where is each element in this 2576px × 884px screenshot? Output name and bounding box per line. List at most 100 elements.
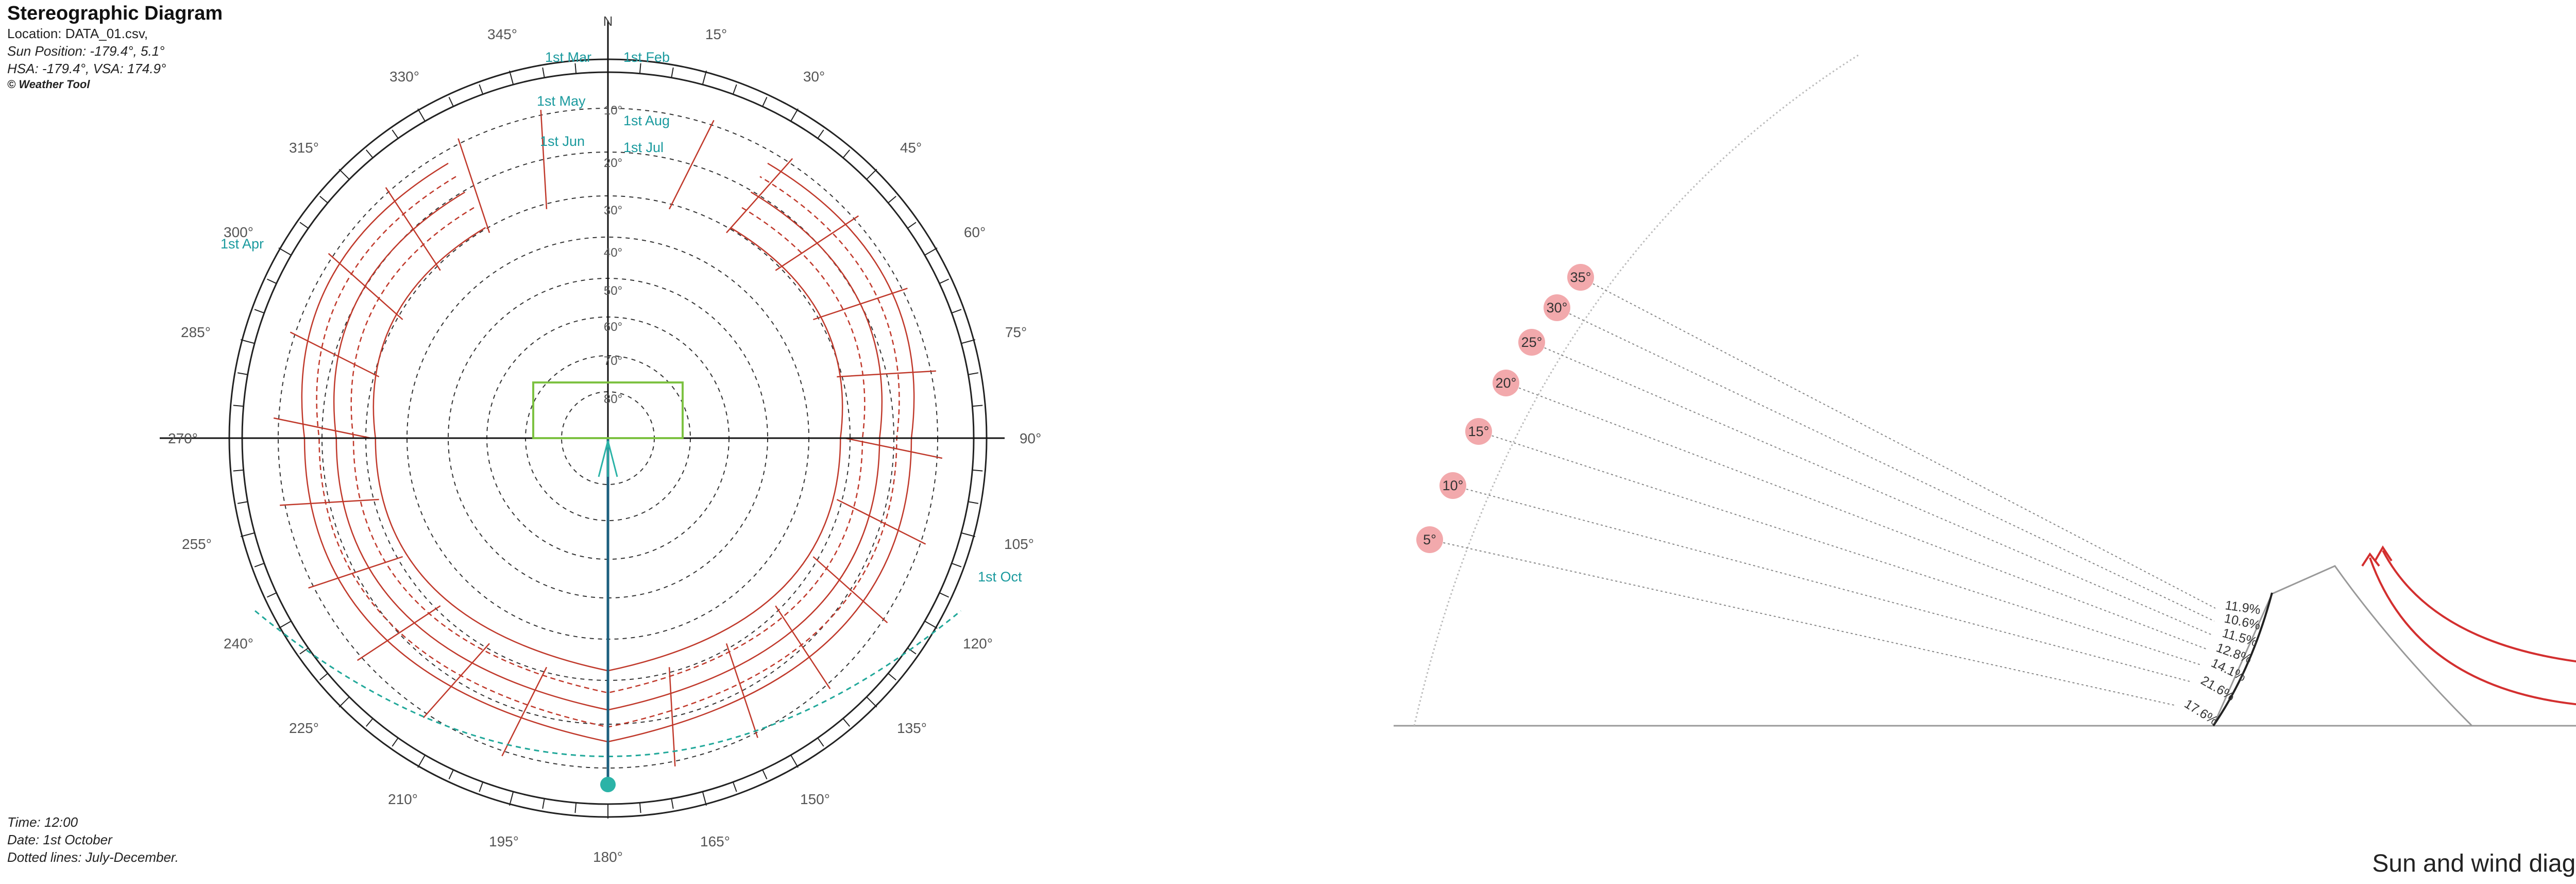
diagram-footer: Time: 12:00 Date: 1st October Dotted lin… [7,813,179,866]
azimuth-tick [939,278,950,284]
azimuth-label: 285° [181,324,211,340]
sun-angle-ray [1531,342,2213,636]
azimuth-tick [417,108,426,122]
azimuth-tick [479,781,484,792]
azimuth-tick [732,781,737,792]
azimuth-tick [968,372,979,375]
azimuth-label: 15° [705,26,727,42]
azimuth-tick [237,372,248,375]
altitude-label: 40° [604,246,622,260]
hour-line [726,158,793,233]
azimuth-tick [817,738,824,747]
sun-angle-ray [1452,485,2190,682]
hour-line [457,138,490,233]
wind-arrow-icon [2361,552,2380,567]
azimuth-tick [278,621,292,629]
azimuth-tick [338,169,350,180]
azimuth-label: 75° [1005,324,1027,340]
azimuth-tick [542,67,545,78]
azimuth-tick [790,755,799,768]
hour-line [775,215,859,271]
diagram-header: Stereographic Diagram Location: DATA_01.… [7,2,223,92]
month-labels: 1st Mar 1st May 1st Jun 1st Feb 1st Aug … [221,49,1022,585]
sun-angle-ray [1580,277,2216,609]
altitude-labels: 10° 20° 30° 40° 50° 60° 70° 80° [604,104,622,406]
azimuth-tick [762,96,768,107]
sun-position-text: Sun Position: -179.4°, 5.1° [7,43,165,59]
azimuth-tick [254,309,265,314]
azimuth-tick [266,278,277,284]
hour-line [668,667,676,766]
azimuth-tick [365,718,374,727]
azimuth-tick [907,647,917,655]
azimuth-tick [639,803,641,813]
angle-marker [1493,370,1519,396]
azimuth-tick [338,696,350,708]
hour-line [422,643,490,719]
wind-arrow-line [2382,550,2576,663]
hour-line [844,437,943,459]
azimuth-tick [299,647,309,655]
azimuth-tick [888,673,896,681]
angle-marker [1465,418,1492,445]
azimuth-tick [240,339,255,344]
angle-marker-label: 15° [1468,424,1489,439]
date-text: Date: 1st October [7,832,112,847]
azimuth-tick [448,770,454,780]
hour-line [290,331,380,378]
azimuth-tick [888,195,896,204]
sun-angle-ray [1505,382,2208,650]
azimuth-label: 180° [593,849,623,865]
angle-marker-label: 5° [1423,532,1436,547]
azimuth-label: 150° [800,791,830,807]
month-label: 1st Aug [623,113,670,128]
shade-box [532,381,684,439]
azimuth-tick [961,532,976,537]
azimuth-tick [542,798,545,809]
hour-lines [273,110,943,766]
azimuth-tick [924,247,938,256]
azimuth-tick [907,222,917,229]
north-label: N [603,13,613,29]
percent-arc [2212,592,2273,727]
azimuth-tick [671,798,674,809]
azimuth-tick [866,696,877,708]
sun-angle-ray [1556,307,2215,622]
azimuth-tick-ring [228,58,988,819]
azimuth-label: 45° [900,140,922,156]
angle-marker-label: 25° [1521,335,1543,350]
angle-marker [1416,526,1443,553]
azimuth-label: 105° [1004,536,1034,552]
arc-guide-line [1413,53,1860,726]
angle-marker-label: 30° [1547,300,1568,315]
building-profile [2212,565,2473,727]
percent-label: 17.6% [2182,696,2221,728]
azimuth-tick [972,469,983,472]
azimuth-tick [790,108,799,122]
hour-line [775,605,831,690]
hour-line [837,370,936,378]
azimuth-tick [479,84,484,95]
hour-line [668,120,715,210]
azimuth-tick [266,592,277,598]
azimuth-tick [968,501,979,504]
azimuth-label: 300° [224,224,253,240]
hour-line [725,643,758,738]
credit-text: © Weather Tool [7,78,90,91]
azimuth-tick [817,129,824,139]
azimuth-tick [842,718,851,727]
azimuth-tick [842,149,851,158]
month-label: 1st Feb [623,49,670,65]
sun-angle-ray [1429,539,2175,706]
hour-line [812,288,908,321]
north-arrow-icon [598,440,618,477]
hour-line [836,498,926,545]
hour-line [385,187,441,271]
month-label: 1st Jun [540,134,585,149]
azimuth-tick [365,149,374,158]
azimuth-label: 270° [168,430,198,446]
azimuth-tick [702,70,707,85]
azimuth-tick [278,247,292,256]
altitude-label: 30° [604,204,622,218]
azimuth-tick [254,562,265,568]
